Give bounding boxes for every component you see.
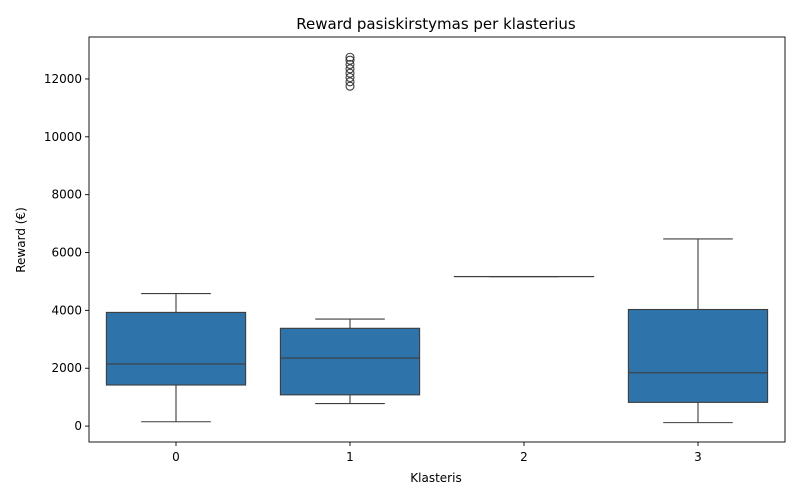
y-tick-label: 2000	[51, 361, 82, 375]
x-tick-label: 0	[172, 450, 180, 464]
chart-title: Reward pasiskirstymas per klasterius	[296, 15, 576, 33]
box-cluster-1	[279, 52, 421, 405]
x-axis-label: Klasteris	[410, 471, 461, 485]
y-tick-label: 8000	[51, 188, 82, 202]
outlier-point	[345, 55, 355, 65]
x-axis: 0 1 2 3	[172, 442, 702, 464]
y-tick-label: 12000	[44, 72, 82, 86]
plot-area-frame	[88, 36, 786, 443]
iqr-box	[627, 308, 769, 403]
outlier-point	[345, 77, 355, 87]
iqr-box	[279, 327, 421, 396]
outlier-point	[345, 52, 355, 62]
iqr-box	[105, 311, 247, 386]
x-tick-label: 3	[694, 450, 702, 464]
y-tick-label: 4000	[51, 303, 82, 317]
boxes-group	[105, 52, 769, 424]
x-tick-label: 2	[520, 450, 528, 464]
y-tick-label: 0	[74, 419, 82, 433]
y-axis: 0 2000 4000 6000 8000 10000 12000	[44, 72, 89, 433]
outlier-point	[345, 68, 355, 78]
box-cluster-3	[627, 238, 769, 424]
y-tick-label: 6000	[51, 246, 82, 260]
y-axis-label: Reward (€)	[14, 207, 28, 273]
box-cluster-0	[105, 293, 247, 423]
outlier-point	[345, 72, 355, 83]
y-tick-label: 10000	[44, 130, 82, 144]
outlier-point	[345, 81, 355, 91]
outlier-point	[345, 64, 355, 74]
x-tick-label: 1	[346, 450, 354, 464]
outlier-point	[345, 59, 355, 70]
